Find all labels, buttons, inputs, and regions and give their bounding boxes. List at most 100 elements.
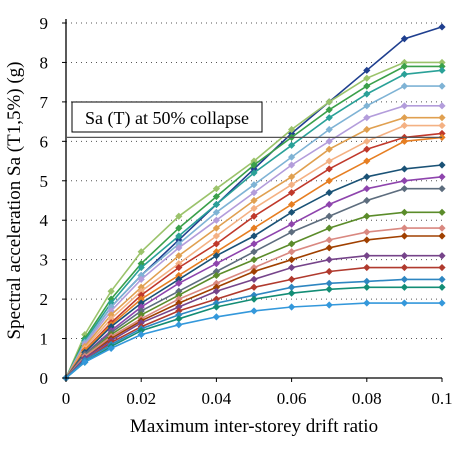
data-point (438, 173, 446, 181)
data-point (288, 125, 296, 134)
data-point (400, 208, 408, 216)
data-point (250, 263, 258, 272)
series-line (65, 235, 442, 379)
data-point (400, 35, 408, 43)
data-point (137, 307, 145, 315)
series-line (65, 65, 442, 379)
data-point (363, 114, 371, 122)
data-point (325, 256, 333, 264)
data-point (137, 263, 145, 272)
data-point (288, 189, 296, 197)
data-point (400, 58, 408, 67)
series-line (65, 187, 442, 379)
data-point (363, 236, 371, 244)
series-line (65, 302, 442, 379)
data-point (212, 232, 220, 240)
data-point (175, 260, 183, 268)
annotation-text: Sa (T) at 50% collapse (85, 108, 249, 129)
series-line (65, 176, 443, 379)
data-point (288, 200, 296, 209)
data-point (325, 224, 333, 232)
data-point (363, 102, 371, 110)
x-axis-label: Maximum inter-storey drift ratio (130, 416, 378, 437)
data-point (325, 125, 333, 134)
data-point (325, 267, 333, 276)
data-point (400, 185, 408, 193)
data-point (288, 240, 296, 248)
data-point (107, 311, 115, 319)
y-tick-labels: 0 1 2 3 4 5 6 7 8 9 (40, 14, 66, 388)
y-axis-label: Spectral acceleration Sa (T1,5%) (g) (4, 61, 25, 339)
data-point (212, 200, 220, 209)
y-tick-label: 1 (40, 330, 49, 349)
data-point (438, 263, 446, 272)
annotation-group: Sa (T) at 50% collapse (66, 101, 442, 138)
data-point (438, 232, 446, 240)
data-point (400, 137, 408, 145)
data-point (400, 283, 408, 291)
data-point (400, 224, 408, 232)
data-point (137, 303, 145, 311)
data-point (81, 331, 89, 339)
x-tick-label: 0.02 (126, 389, 156, 408)
data-point (212, 267, 220, 276)
data-point (363, 212, 371, 220)
annotation-box (71, 101, 263, 133)
data-point (438, 102, 446, 110)
data-point (363, 196, 371, 205)
data-point (250, 169, 258, 177)
data-point (250, 161, 258, 169)
data-point (175, 232, 183, 240)
data-point (212, 240, 220, 248)
data-point (175, 244, 183, 252)
data-point (288, 208, 296, 216)
data-point (250, 224, 258, 232)
data-point (400, 114, 408, 122)
data-point (438, 299, 446, 307)
series-line (65, 278, 442, 379)
data-point (212, 271, 220, 280)
data-point (175, 303, 183, 311)
data-point (400, 275, 408, 283)
data-point (175, 224, 183, 232)
data-point (288, 228, 296, 236)
data-point (325, 165, 333, 173)
data-point (363, 173, 371, 181)
data-point (363, 228, 371, 236)
data-point (363, 157, 371, 165)
data-point (438, 62, 446, 70)
series-line (65, 266, 442, 379)
data-point (438, 66, 446, 74)
data-point (363, 66, 371, 74)
data-point (363, 263, 371, 272)
series-line (65, 124, 442, 379)
data-point (175, 307, 183, 315)
data-point (400, 177, 408, 185)
data-point (212, 248, 220, 256)
data-point (400, 102, 408, 110)
series-line (65, 105, 442, 379)
series-line (65, 61, 442, 379)
data-point (250, 275, 258, 283)
data-point (137, 331, 145, 339)
data-point (400, 299, 408, 307)
axes (65, 19, 442, 379)
data-point (363, 137, 371, 145)
data-point (288, 275, 296, 283)
data-point (288, 283, 296, 291)
data-point (363, 277, 371, 285)
data-point (288, 220, 296, 228)
data-point (175, 252, 183, 260)
data-point (325, 301, 333, 309)
data-point (212, 208, 220, 216)
data-point (363, 90, 371, 98)
series-line (65, 69, 443, 379)
data-point (438, 121, 446, 130)
data-point (438, 185, 446, 193)
data-point (325, 236, 333, 244)
y-tick-label: 5 (40, 172, 49, 191)
series-line (65, 211, 442, 379)
data-point (438, 58, 446, 67)
data-point (212, 252, 220, 260)
series-6 (62, 102, 446, 382)
